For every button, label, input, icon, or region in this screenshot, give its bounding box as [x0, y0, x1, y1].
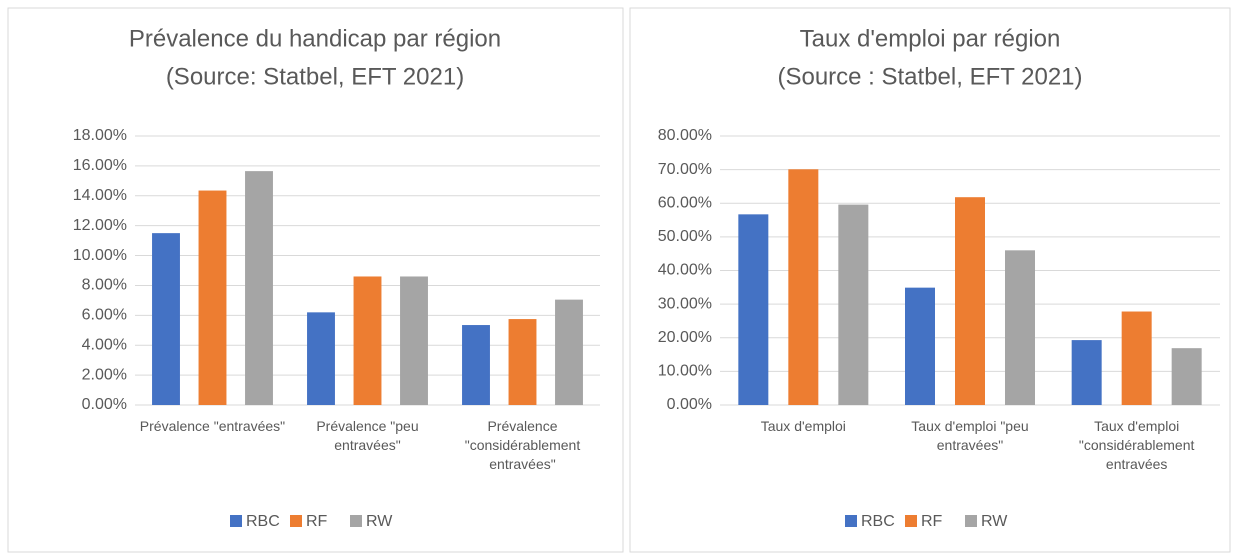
bar [905, 287, 935, 405]
bar [353, 276, 382, 405]
bar [1071, 340, 1102, 405]
chart-title: Prévalence du handicap par région [129, 25, 501, 52]
legend-label: RF [921, 513, 943, 530]
x-tick-label: Taux d'emploi "peu entravées" [911, 418, 1029, 453]
x-tick-label: Prévalence "considérablement entravées" [464, 418, 581, 472]
bar [788, 169, 819, 405]
legend-swatch [230, 515, 242, 527]
y-tick-label: 10.00% [73, 247, 127, 264]
y-tick-label: 70.00% [658, 161, 712, 178]
y-tick-label: 30.00% [658, 295, 712, 312]
bar [245, 171, 273, 405]
legend-swatch [905, 515, 917, 527]
x-tick-label: Prévalence "peu entravées" [316, 418, 419, 453]
bar [400, 276, 428, 405]
bar [838, 204, 869, 405]
x-tick-label: Prévalence "entravées" [139, 418, 286, 434]
legend-swatch [290, 515, 302, 527]
y-tick-label: 20.00% [658, 329, 712, 346]
y-tick-label: 18.00% [73, 127, 127, 144]
y-tick-label: 6.00% [82, 307, 127, 324]
bar [1005, 250, 1035, 405]
legend-swatch [965, 515, 977, 527]
chart-title: Taux d'emploi par région [800, 25, 1061, 52]
legend-label: RW [981, 513, 1008, 530]
panel [629, 7, 1231, 553]
x-tick-label: Taux d'emploi [760, 418, 846, 434]
y-tick-label: 10.00% [658, 363, 712, 380]
bar [1121, 311, 1152, 405]
x-tick-label: Taux d'emploi "considérablement entravée… [1078, 418, 1195, 472]
y-tick-label: 50.00% [658, 228, 712, 245]
bar [152, 233, 180, 405]
y-tick-label: 60.00% [658, 194, 712, 211]
bar [508, 319, 537, 405]
y-tick-label: 4.00% [82, 336, 127, 353]
bar [1171, 348, 1202, 405]
y-tick-label: 8.00% [82, 277, 127, 294]
y-tick-label: 2.00% [82, 366, 127, 383]
bar [555, 299, 583, 405]
legend-label: RF [306, 513, 328, 530]
chart-subtitle: (Source: Statbel, EFT 2021) [166, 63, 464, 90]
legend-swatch [845, 515, 857, 527]
legend-label: RBC [861, 513, 895, 530]
bar [738, 214, 769, 405]
legend-label: RW [366, 513, 393, 530]
y-tick-label: 0.00% [82, 396, 127, 413]
chart-subtitle: (Source : Statbel, EFT 2021) [777, 63, 1082, 90]
panel [7, 7, 624, 553]
legend-swatch [350, 515, 362, 527]
y-tick-label: 12.00% [73, 217, 127, 234]
bar [955, 197, 985, 405]
y-tick-label: 80.00% [658, 127, 712, 144]
bar [198, 190, 227, 405]
y-tick-label: 14.00% [73, 187, 127, 204]
y-tick-label: 16.00% [73, 157, 127, 174]
bar [307, 312, 335, 405]
y-tick-label: 40.00% [658, 262, 712, 279]
bar [462, 325, 490, 405]
y-tick-label: 0.00% [667, 396, 712, 413]
legend-label: RBC [246, 513, 280, 530]
